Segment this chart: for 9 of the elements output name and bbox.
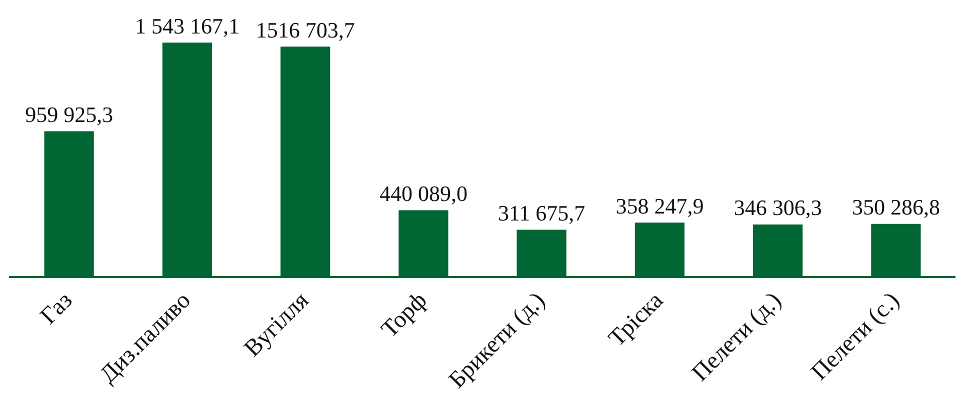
data-label: 959 925,3 xyxy=(25,102,114,128)
data-label: 350 286,8 xyxy=(852,194,940,220)
data-label: 311 675,7 xyxy=(498,200,586,226)
data-label: 1516 703,7 xyxy=(256,17,355,42)
data-label: 358 247,9 xyxy=(616,193,704,218)
x-tick-label: Газ xyxy=(36,288,78,330)
data-label: 346 306,3 xyxy=(734,195,822,220)
data-label: 440 089,0 xyxy=(379,180,468,206)
data-label: 1 543 167,1 xyxy=(134,13,240,38)
